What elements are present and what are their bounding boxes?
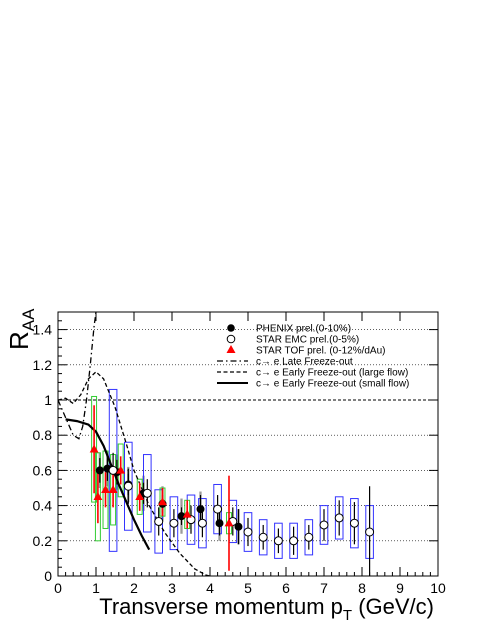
star-emc-point [319, 520, 329, 530]
star-emc-point [289, 536, 299, 546]
legend-entry: STAR EMC prel.(0-5%) [226, 334, 359, 346]
star-tof-point [158, 497, 167, 506]
y-axis-label-main: R [4, 331, 34, 350]
legend-marker [226, 345, 236, 353]
y-tick-label: 0.6 [33, 462, 53, 478]
x-tick-label: 7 [320, 580, 328, 596]
star-emc-point [258, 532, 268, 542]
x-tick-label: 10 [430, 580, 446, 596]
y-tick-label: 1.4 [33, 322, 53, 338]
y-axis-label-sub: AA [19, 308, 38, 331]
star-emc-point [142, 488, 152, 498]
phenix-point [177, 512, 186, 521]
star-emc-point [123, 481, 133, 491]
star-emc-point [169, 518, 179, 528]
x-tick-label: 2 [130, 580, 138, 596]
legend-label: PHENIX prel.(0-10%) [256, 324, 351, 335]
star-emc-point [213, 504, 223, 514]
star-emc-point [365, 527, 375, 537]
y-axis-ticks: 0 0.2 0.4 0.6 0.8 1 1.2 1.4 [33, 320, 438, 584]
x-tick-label: 8 [358, 580, 366, 596]
legend-marker [226, 334, 236, 344]
phenix-point [196, 505, 205, 514]
legend-entry: c→ e Early Freeze-out (small flow) [217, 379, 409, 390]
star-tof-point [182, 509, 192, 518]
star-tof-point [93, 492, 103, 500]
x-axis-label-unit: (GeV/c) [352, 594, 434, 619]
x-tick-label: 6 [282, 580, 290, 596]
y-tick-label: 0 [44, 568, 52, 584]
phenix-point [95, 466, 104, 475]
model-curve-dash-dot [58, 312, 97, 440]
star-tof-point [135, 492, 145, 500]
star-emc-point [186, 515, 196, 525]
legend-entry: c→ e Late Freeze-out [217, 357, 353, 368]
model-curve-solid [65, 418, 151, 551]
legend-entry: c→ e Early Freeze-out (large flow) [217, 368, 408, 379]
model-curves [58, 312, 211, 576]
x-tick-label: 4 [206, 580, 214, 596]
phenix-point [215, 519, 224, 528]
legend-label: c→ e Late Freeze-out [256, 357, 353, 368]
legend-label: c→ e Early Freeze-out (small flow) [256, 379, 409, 390]
star-emc-point [197, 518, 207, 528]
star-emc-point [304, 532, 314, 542]
x-tick-label: 0 [54, 580, 62, 596]
y-tick-label: 0.4 [33, 498, 53, 514]
y-tick-label: 0.8 [33, 427, 53, 443]
x-tick-label: 3 [168, 580, 176, 596]
star-tof-point [224, 518, 234, 527]
legend-label: STAR TOF prel. (0-12%/dAu) [256, 346, 386, 357]
legend-entry: STAR TOF prel. (0-12%/dAu) [226, 345, 386, 357]
star-emc-point [273, 536, 283, 546]
phenix-point [234, 522, 243, 531]
legend-label: STAR EMC prel.(0-5%) [256, 335, 359, 346]
x-axis-label-main: Transverse momentum p [99, 594, 343, 619]
star-emc-point [108, 465, 118, 475]
y-tick-label: 0.2 [33, 533, 53, 549]
star-tof-point [89, 444, 99, 453]
x-axis-label: Transverse momentum pT (GeV/c) [99, 594, 434, 624]
x-axis-label-sub: T [343, 607, 352, 624]
legend-marker [227, 324, 235, 332]
y-tick-label: 1 [44, 392, 52, 408]
star-tof-point [108, 484, 118, 493]
star-tof-point [101, 484, 110, 493]
x-tick-label: 9 [396, 580, 404, 596]
y-axis-label: RAA [4, 308, 38, 350]
x-tick-label: 5 [244, 580, 252, 596]
x-axis-ticks: 0 1 2 3 4 5 6 7 8 9 10 [54, 312, 446, 596]
model-curve-dashed [58, 370, 211, 576]
star-emc-point [243, 527, 253, 537]
legend-label: c→ e Early Freeze-out (large flow) [256, 368, 408, 379]
star-emc-point [154, 516, 164, 526]
legend: PHENIX prel.(0-10%)STAR EMC prel.(0-5%)S… [217, 324, 409, 390]
star-emc-point [334, 513, 344, 523]
data-markers [89, 444, 375, 546]
star-emc-point [349, 518, 359, 528]
y-tick-label: 1.2 [33, 357, 53, 373]
legend-entry: PHENIX prel.(0-10%) [227, 324, 351, 335]
x-tick-label: 1 [92, 580, 100, 596]
star-tof-point [116, 465, 126, 474]
